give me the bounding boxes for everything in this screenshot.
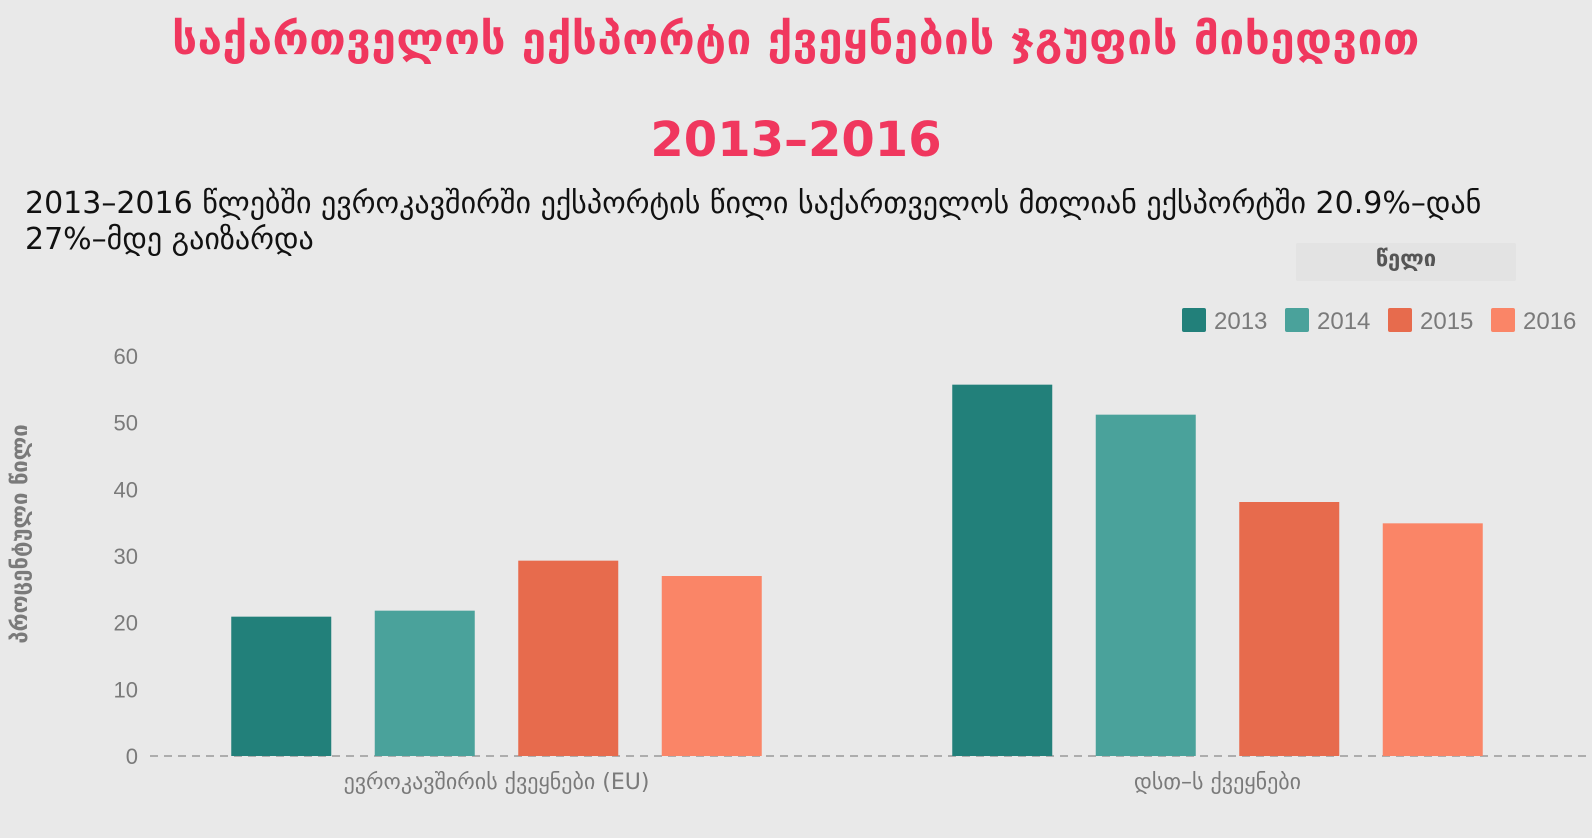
y-tick-label: 30 — [114, 544, 138, 569]
legend-label-2013: 2013 — [1214, 308, 1267, 335]
bar-2015-cis — [1239, 502, 1340, 756]
y-axis-title: პროცენტული წილი — [8, 424, 33, 643]
y-tick-label: 40 — [114, 477, 138, 502]
bar-2015-eu — [518, 560, 619, 756]
y-tick-label: 0 — [126, 744, 138, 769]
legend-swatch-2013 — [1182, 308, 1206, 332]
chart-subtitle: 2013–2016 წლებში ევროკავშირში ექსპორტის … — [25, 186, 1482, 257]
x-category-label: დსთ–ს ქვეყნები — [1134, 770, 1301, 795]
legend-label-2016: 2016 — [1523, 308, 1576, 335]
y-tick-label: 10 — [114, 677, 138, 702]
y-tick-label: 60 — [114, 344, 138, 369]
chart-title-years: 2013–2016 — [650, 112, 942, 168]
legend-swatch-2014 — [1285, 308, 1309, 332]
bar-2016-cis — [1382, 523, 1483, 756]
bar-2016-eu — [661, 576, 762, 756]
legend-swatch-2015 — [1388, 308, 1412, 332]
legend-swatch-2016 — [1491, 308, 1515, 332]
bar-2013-cis — [952, 384, 1053, 756]
legend-title: წელი — [1375, 247, 1437, 272]
legend-title-box — [1296, 243, 1516, 281]
x-category-label: ევროკავშირის ქვეყნები (EU) — [344, 770, 650, 795]
bar-2013-eu — [231, 616, 332, 756]
bar-chart: 0 10 20 30 40 50 60 პროცენტული წილი ევროკავშირის… — [8, 308, 1592, 795]
y-tick-label: 20 — [114, 611, 138, 636]
bar-2014-cis — [1095, 414, 1196, 756]
bar-2014-eu — [374, 610, 475, 756]
chart-title: საქართველოს ექსპორტი ქვეყნების ჯგუფის მი… — [172, 14, 1420, 65]
legend-label-2015: 2015 — [1420, 308, 1473, 335]
legend-label-2014: 2014 — [1317, 308, 1370, 335]
y-tick-label: 50 — [114, 411, 138, 436]
